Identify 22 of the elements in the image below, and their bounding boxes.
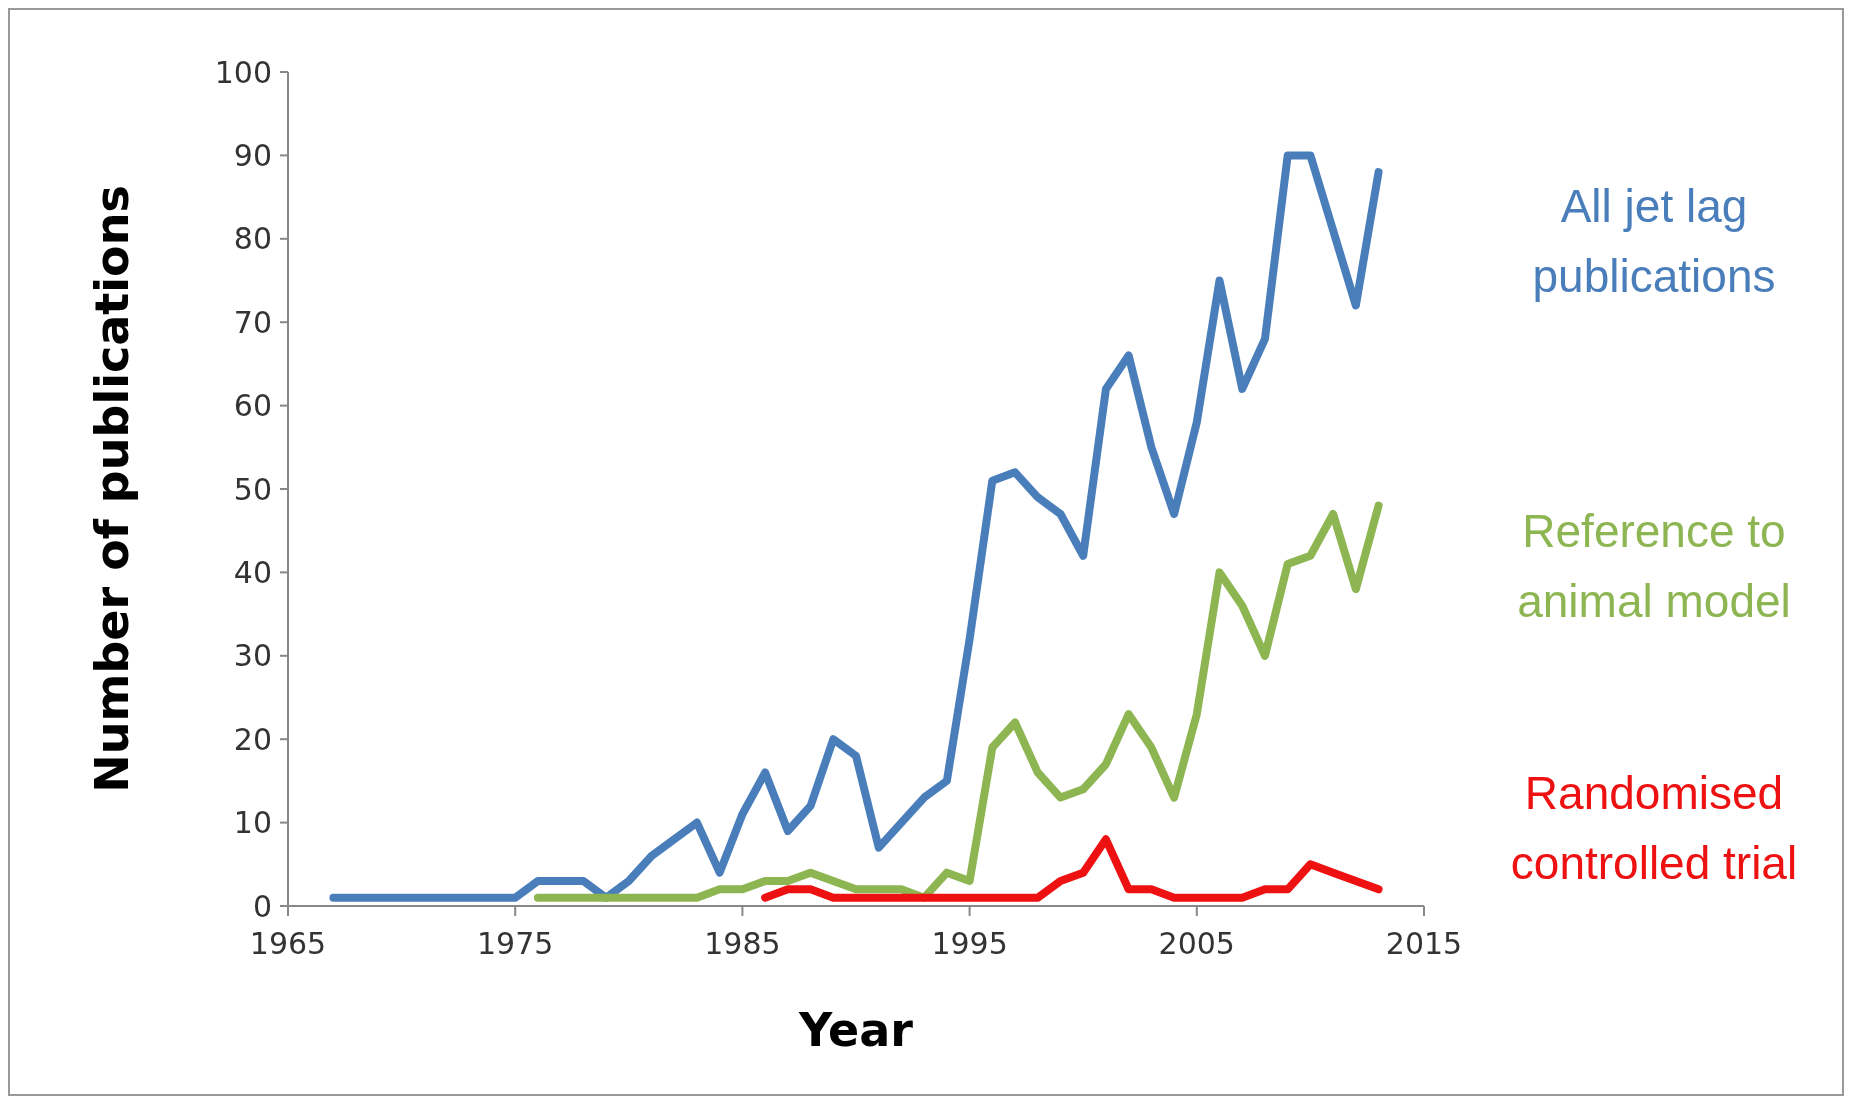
x-tick-label: 1995: [931, 926, 1008, 961]
y-tick-label: 0: [252, 888, 272, 924]
x-tick-label: 2015: [1385, 926, 1463, 961]
text: All jet lag publications: [1532, 180, 1776, 303]
y-tick-label: 30: [233, 638, 272, 674]
y-axis-title: Number of publications: [85, 185, 139, 793]
y-tick-label: 100: [214, 54, 272, 90]
text: Reference to animal model: [1517, 505, 1791, 628]
x-tick-label: 1965: [249, 926, 327, 961]
y-tick-label: 50: [233, 471, 272, 507]
x-tick-label: 1985: [704, 926, 781, 961]
x-tick-label: 1975: [477, 926, 554, 961]
x-tick-label: 2005: [1158, 926, 1235, 961]
y-tick-label: 60: [233, 388, 272, 424]
y-tick-label: 70: [233, 304, 272, 340]
y-tick-label: 20: [233, 721, 272, 757]
y-tick-label: 40: [233, 554, 272, 590]
y-tick-label: 80: [233, 221, 272, 257]
y-tick-label: 90: [233, 137, 272, 173]
text: Randomised controlled trial: [1510, 767, 1798, 890]
y-tick-label: 10: [233, 805, 272, 841]
x-axis-title: Year: [797, 1003, 914, 1057]
